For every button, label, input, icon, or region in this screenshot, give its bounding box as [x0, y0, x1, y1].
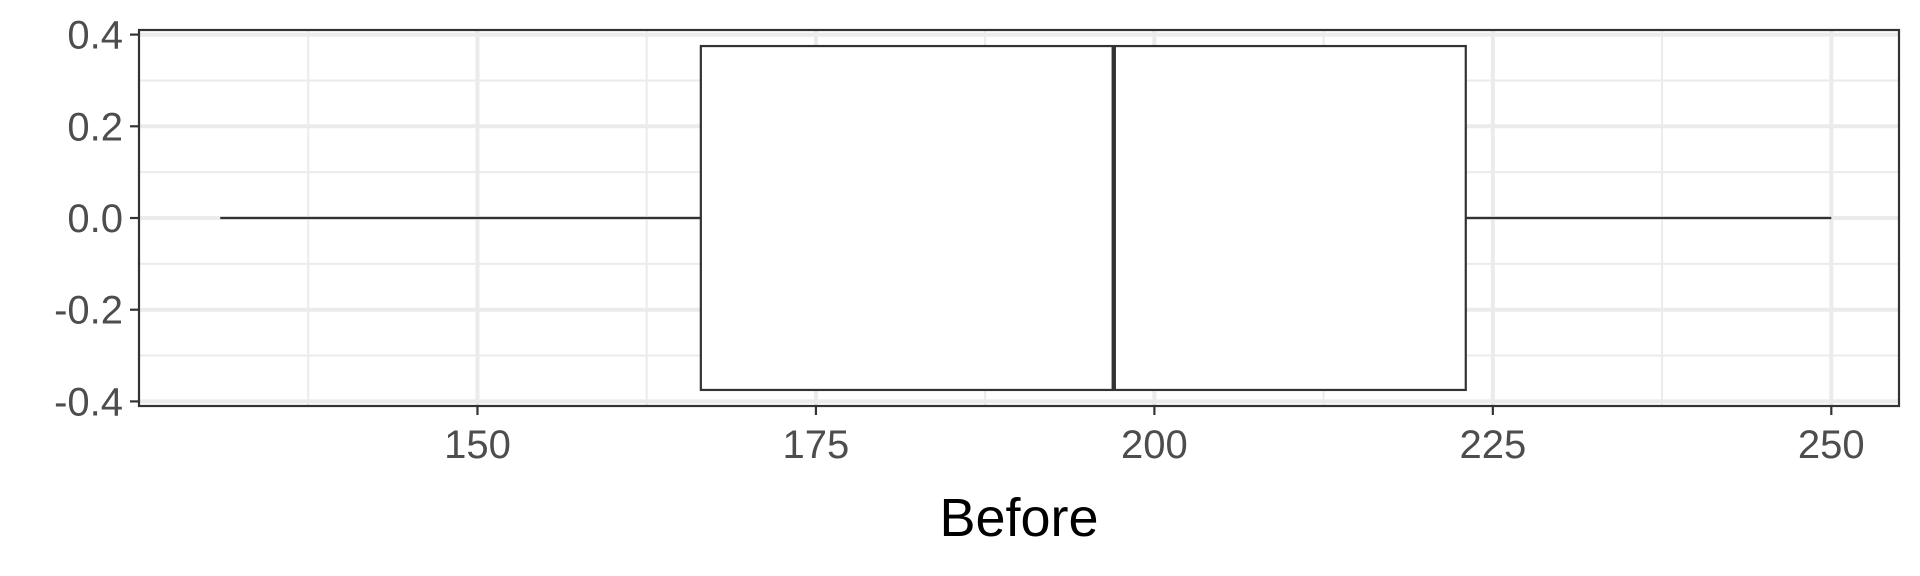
- interquartile-box: [699, 44, 1467, 392]
- x-tick-label: 200: [1121, 423, 1188, 467]
- x-tick-label: 175: [783, 423, 850, 467]
- y-tick-label: 0.0: [67, 197, 123, 241]
- y-tick-label: -0.4: [54, 380, 123, 424]
- y-tick-label: 0.4: [67, 14, 123, 58]
- x-tick-label: 225: [1459, 423, 1526, 467]
- x-axis-title: Before: [939, 488, 1098, 548]
- axes: 0.4 0.2 0.0 -0.2 -0.4 150 175 200 225 250: [54, 14, 1865, 467]
- y-tick-label: 0.2: [67, 105, 123, 149]
- y-tick-label: -0.2: [54, 289, 123, 333]
- x-tick-label: 250: [1798, 423, 1865, 467]
- boxplot-marks: [220, 44, 1832, 392]
- x-tick-label: 150: [444, 423, 511, 467]
